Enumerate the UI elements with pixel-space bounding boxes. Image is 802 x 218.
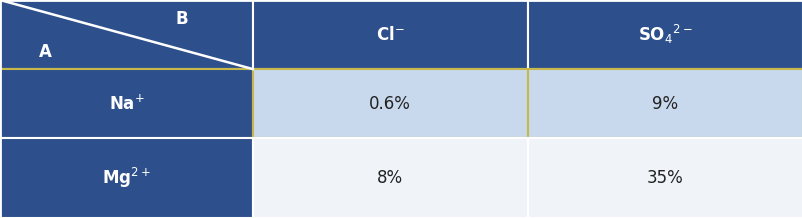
Text: A: A [39, 43, 52, 61]
Bar [527, 69, 802, 138]
Text: 8%: 8% [377, 169, 403, 187]
Bar [0, 138, 253, 218]
Text: 0.6%: 0.6% [369, 95, 411, 113]
Bar [527, 138, 802, 218]
Text: B: B [176, 10, 188, 28]
Bar [253, 0, 527, 69]
Bar [0, 0, 253, 69]
Text: 9%: 9% [651, 95, 678, 113]
Bar [527, 0, 802, 69]
Bar [253, 69, 527, 138]
Bar [0, 69, 253, 138]
Text: Na$^{+}$: Na$^{+}$ [108, 94, 144, 113]
Bar [253, 138, 527, 218]
Text: 35%: 35% [646, 169, 683, 187]
Text: SO$_4$$^{2-}$: SO$_4$$^{2-}$ [638, 23, 691, 46]
Text: Cl$^{-}$: Cl$^{-}$ [375, 26, 404, 44]
Text: Mg$^{2+}$: Mg$^{2+}$ [102, 166, 151, 190]
